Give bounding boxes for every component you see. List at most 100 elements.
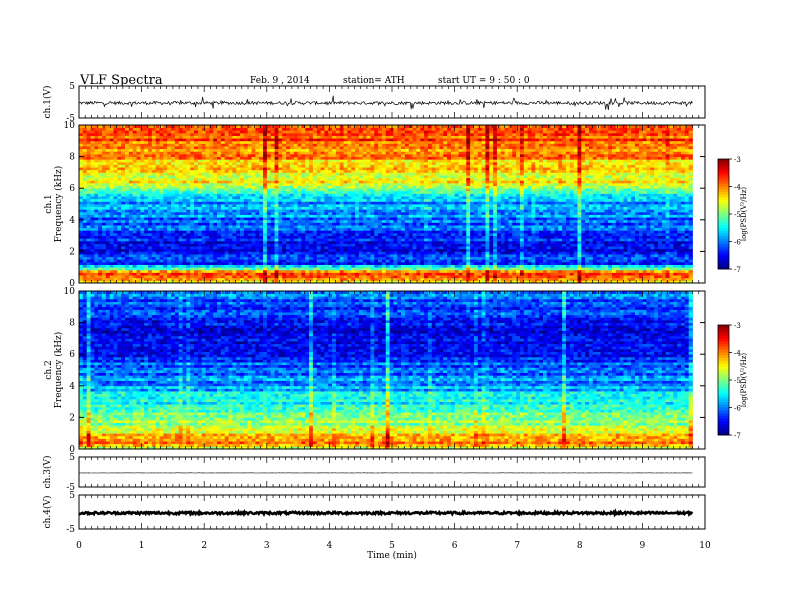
spectrogram-cell — [297, 222, 302, 226]
spectrogram-cell — [450, 204, 456, 208]
spectrogram-cell — [608, 225, 613, 229]
spectrogram-cell — [412, 206, 417, 210]
spectrogram-cell — [500, 230, 505, 234]
spectrogram-cell — [155, 209, 160, 213]
spectrogram-cell — [374, 259, 379, 263]
spectrogram-cell — [604, 240, 609, 244]
spectrogram-cell — [220, 206, 226, 210]
spectrogram-cell — [335, 243, 341, 247]
spectrogram-cell — [259, 269, 264, 273]
spectrogram-cell — [588, 225, 594, 229]
spectrogram-cell — [604, 277, 609, 281]
spectrogram-cell — [201, 275, 206, 279]
spectrogram-cell — [213, 243, 218, 247]
spectrogram-cell — [282, 246, 287, 250]
spectrogram-cell — [585, 264, 590, 268]
spectrogram-cell — [293, 269, 298, 273]
spectrogram-cell — [113, 272, 118, 276]
spectrogram-cell — [496, 238, 502, 242]
spectrogram-cell — [174, 272, 180, 276]
spectrogram-cell — [82, 230, 88, 234]
spectrogram-cell — [378, 206, 383, 210]
spectrogram-cell — [98, 256, 103, 260]
spectrogram-cell — [447, 222, 452, 226]
spectrogram-cell — [508, 267, 513, 271]
spectrogram-cell — [527, 256, 532, 260]
spectrogram-cell — [531, 219, 536, 223]
spectrogram-cell — [458, 240, 463, 244]
spectrogram-cell — [615, 217, 621, 221]
spectrogram-cell — [197, 243, 203, 247]
spectrogram-cell — [389, 219, 394, 223]
spectrogram-cell — [527, 254, 532, 258]
spectrogram-cell — [416, 217, 421, 221]
spectrogram-cell — [343, 243, 348, 247]
spectrogram-cell — [420, 235, 425, 239]
spectrogram-cell — [228, 277, 233, 281]
spectrogram-cell — [197, 211, 203, 215]
spectrogram-cell — [535, 238, 540, 242]
spectrogram-cell — [512, 264, 517, 268]
spectrogram-cell — [167, 235, 172, 239]
spectrogram-cell — [688, 230, 693, 234]
spectrogram-cell — [201, 280, 206, 284]
spectrogram-cell — [335, 235, 341, 239]
spectrogram-cell — [293, 267, 298, 271]
spectrogram-cell — [301, 272, 306, 276]
spectrogram-cell — [481, 280, 486, 284]
spectrogram-cell — [312, 227, 318, 231]
spectrogram-cell — [370, 251, 375, 255]
spectrogram-cell — [163, 254, 168, 258]
spectrogram-cell — [82, 243, 88, 247]
spectrogram-cell — [454, 256, 459, 260]
spectrogram-cell — [259, 204, 264, 208]
spectrogram-cell — [677, 256, 682, 260]
spectrogram-cell — [224, 246, 229, 250]
spectrogram-cell — [447, 280, 452, 284]
spectrogram-cell — [178, 256, 183, 260]
spectrogram-cell — [512, 267, 517, 271]
spectrogram-cell — [194, 227, 199, 231]
spectrogram-cell — [102, 217, 107, 221]
spectrogram-cell — [684, 248, 690, 252]
spectrogram-cell — [458, 261, 463, 265]
spectrogram-cell — [443, 238, 448, 242]
spectrogram-cell — [431, 272, 436, 276]
spectrogram-cell — [213, 254, 218, 258]
spectrogram-cell — [332, 227, 337, 231]
spectrogram-cell — [581, 217, 586, 221]
spectrogram-cell — [389, 269, 394, 273]
spectrogram-cell — [263, 277, 268, 281]
spectrogram-cell — [148, 243, 153, 247]
spectrogram-cell — [163, 240, 168, 244]
spectrogram-cell — [86, 251, 91, 255]
spectrogram-cell — [588, 256, 594, 260]
spectrogram-cell — [82, 235, 88, 239]
spectrogram-cell — [90, 235, 95, 239]
spectrogram-cell — [604, 230, 609, 234]
spectrogram-cell — [240, 204, 245, 208]
spectrogram-cell — [404, 261, 410, 265]
spectrogram-cell — [236, 259, 241, 263]
spectrogram-cell — [680, 217, 686, 221]
spectrogram-cell — [608, 235, 613, 239]
spectrogram-cell — [163, 251, 168, 255]
spectrogram-cell — [186, 243, 191, 247]
spectrogram-cell — [477, 246, 482, 250]
spectrogram-cell — [374, 267, 379, 271]
spectrogram-cell — [454, 225, 459, 229]
spectrogram-cell — [151, 222, 157, 226]
spectrogram-cell — [121, 275, 126, 279]
spectrogram-cell — [328, 243, 333, 247]
spectrogram-cell — [109, 225, 114, 229]
spectrogram-cell — [309, 222, 314, 226]
spectrogram-cell — [167, 256, 172, 260]
spectrogram-cell — [588, 222, 594, 226]
spectrogram-cell — [481, 254, 486, 258]
spectrogram-cell — [128, 269, 134, 273]
spectrogram-cell — [493, 272, 498, 276]
spectrogram-cell — [596, 211, 601, 215]
spectrogram-cell — [328, 264, 333, 268]
spectrogram-cell — [297, 264, 302, 268]
spectrogram-cell — [508, 264, 513, 268]
